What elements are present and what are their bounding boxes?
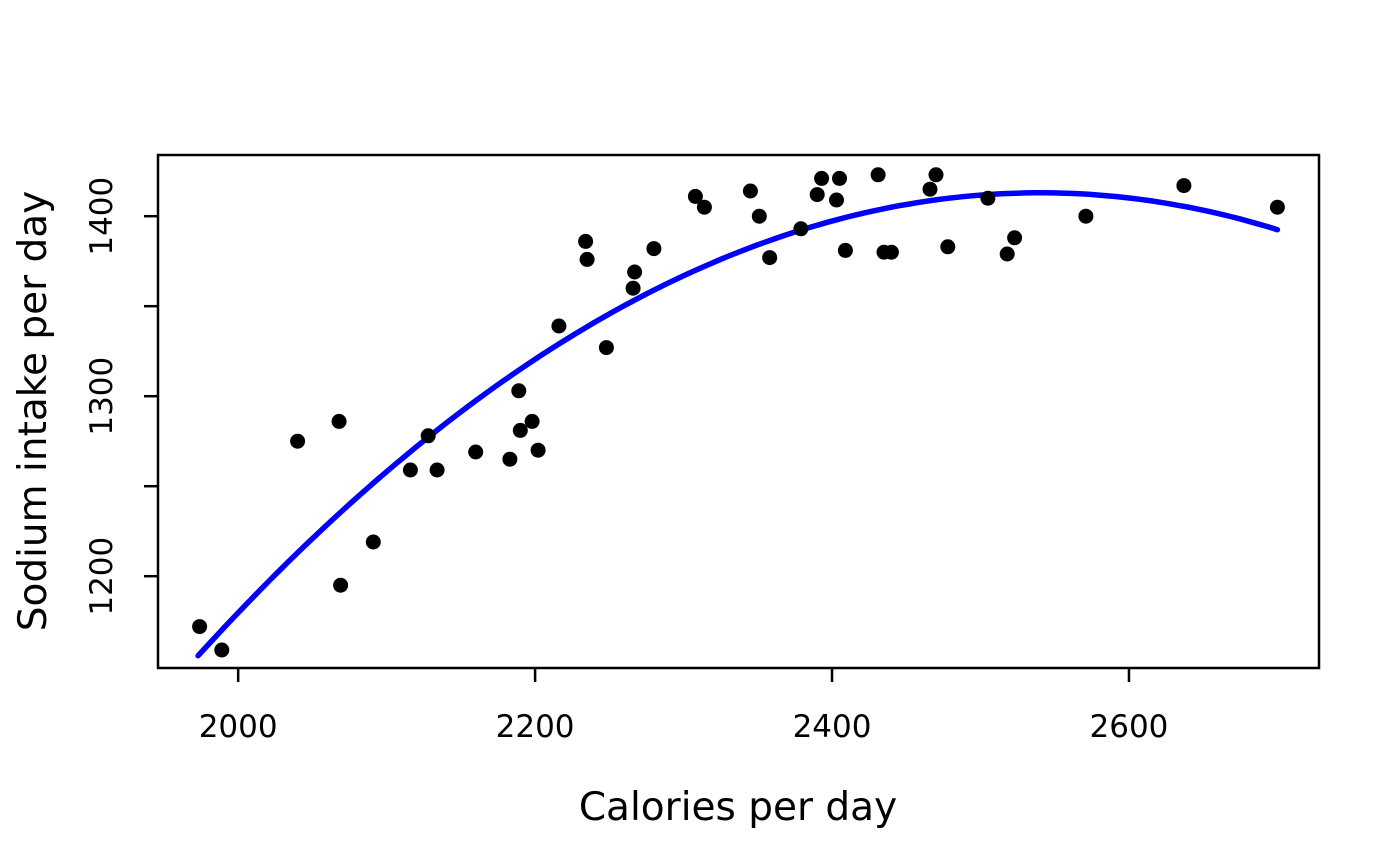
scatter-point [696, 199, 712, 215]
scatter-point [429, 462, 445, 478]
scatter-point [762, 250, 778, 266]
y-axis-title: Sodium intake per day [11, 191, 56, 632]
y-tick-label: 1400 [84, 177, 120, 256]
scatter-point [214, 642, 230, 658]
scatter-point [1176, 178, 1192, 194]
scatter-point [829, 192, 844, 208]
scatter-point [999, 246, 1015, 262]
scatter-point [837, 242, 853, 258]
scatter-point [625, 280, 641, 296]
scatter-point [793, 221, 809, 237]
scatter-point [420, 428, 436, 444]
x-axis-title: Calories per day [579, 785, 897, 830]
scatter-point [940, 239, 956, 255]
scatter-point [524, 413, 540, 429]
scatter-point [883, 244, 899, 260]
x-axis: 2000 2200 2400 2600 [199, 668, 1169, 745]
scatter-point [511, 383, 527, 399]
scatter-point [365, 534, 381, 550]
scatter-point [870, 167, 886, 183]
y-tick-label: 1200 [84, 537, 120, 616]
scatter-point [751, 208, 767, 224]
scatter-point [579, 251, 595, 267]
scatter-point [1078, 208, 1094, 224]
scatter-point [551, 318, 567, 334]
scatter-point [578, 233, 594, 249]
scatter-points [192, 167, 1285, 658]
scatter-point [922, 181, 938, 197]
y-axis: 1200 1300 1400 [84, 177, 158, 616]
scatter-point [1007, 230, 1023, 246]
fit-curve [195, 190, 1281, 659]
scatter-point [928, 167, 944, 183]
scatter-point [290, 433, 306, 449]
scatter-point [742, 183, 758, 199]
scatter-point [512, 422, 528, 438]
x-tick-label: 2600 [1090, 709, 1169, 745]
scatter-point [687, 188, 703, 204]
scatter-point [402, 462, 418, 478]
x-tick-label: 2200 [496, 709, 575, 745]
scatter-point [646, 241, 662, 257]
scatter-point [809, 187, 825, 203]
scatter-point [627, 264, 643, 280]
scatter-point [502, 451, 518, 467]
scatter-point [980, 190, 996, 206]
plot-area [156, 153, 1321, 670]
scatter-point [814, 170, 830, 186]
scatter-point [468, 444, 484, 460]
y-tick-label: 1300 [84, 357, 120, 436]
scatter-point [1269, 199, 1285, 215]
scatter-point [832, 170, 847, 186]
x-tick-label: 2400 [793, 709, 872, 745]
scatter-point [192, 619, 208, 635]
scatter-point [331, 413, 347, 429]
scatter-point [333, 577, 349, 593]
scatter-point [530, 442, 546, 458]
x-tick-label: 2000 [199, 709, 278, 745]
scatter-point [598, 340, 614, 356]
